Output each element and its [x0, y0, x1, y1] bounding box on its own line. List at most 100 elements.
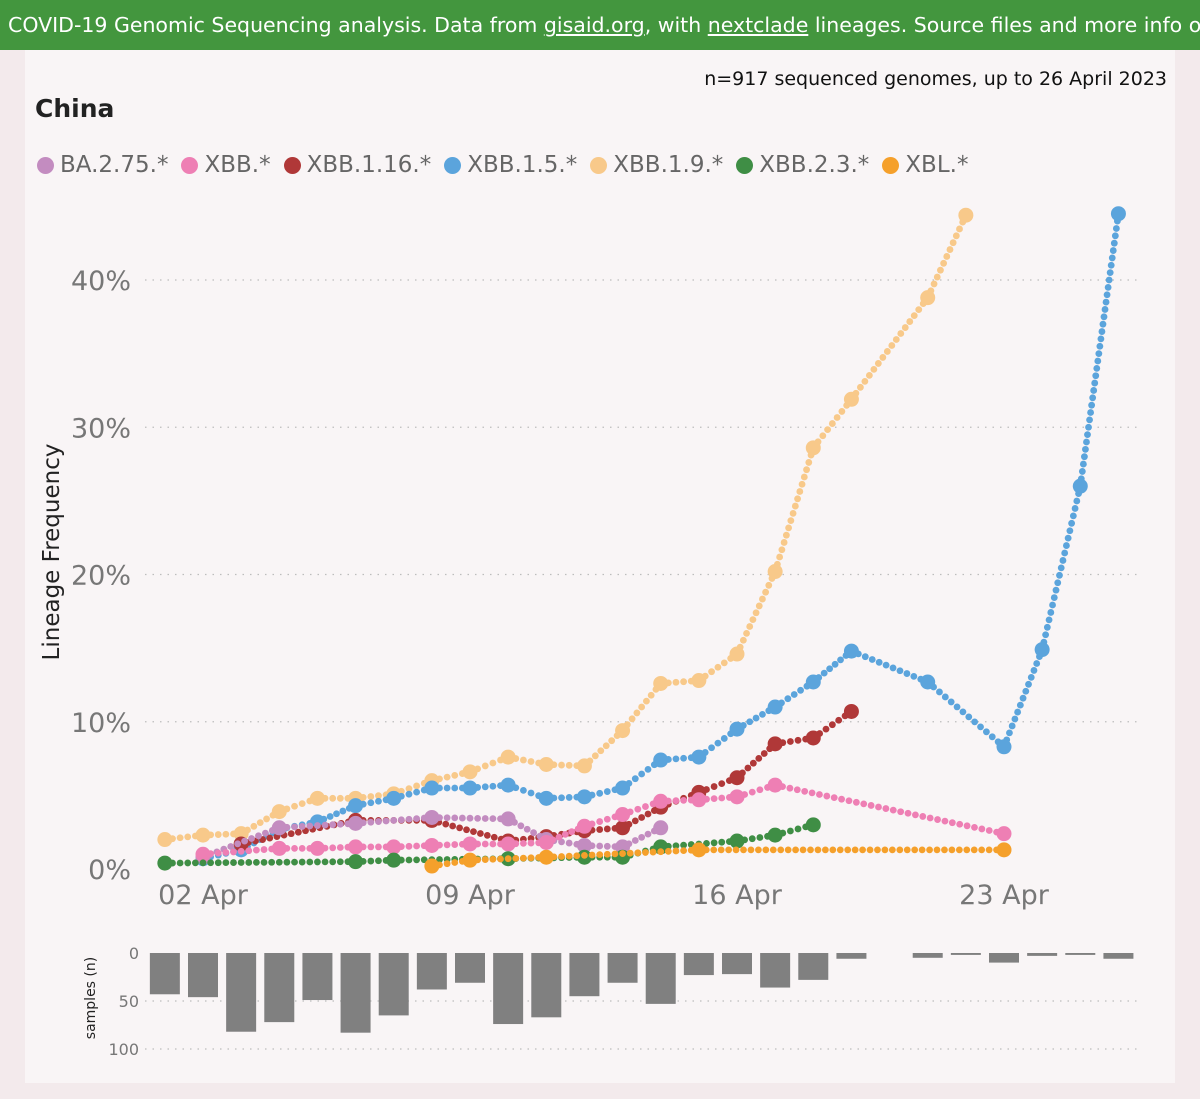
data-point — [653, 839, 669, 855]
data-point — [615, 839, 631, 855]
legend-label: XBB.1.5.* — [467, 152, 578, 178]
gisaid-link[interactable]: gisaid.org — [543, 13, 645, 37]
legend-item[interactable]: XBL.* — [882, 152, 968, 178]
series-dot — [1071, 505, 1079, 512]
series-dot — [718, 780, 726, 787]
legend-item[interactable]: XBB.* — [181, 152, 271, 178]
series-dot — [1045, 616, 1053, 624]
legend-item[interactable]: XBB.2.3.* — [736, 152, 869, 178]
data-point — [348, 854, 364, 870]
series-dot — [794, 825, 802, 833]
series-dot — [413, 782, 420, 790]
series-dot — [680, 847, 687, 854]
series-dot — [375, 792, 382, 800]
series-dot — [483, 832, 491, 839]
series-dot — [746, 623, 754, 630]
data-point — [805, 674, 821, 690]
data-point — [920, 290, 936, 306]
series-dot — [794, 495, 801, 503]
series-dot — [588, 851, 596, 859]
legend-item[interactable]: BA.2.75.* — [37, 152, 168, 178]
series-dot — [1061, 549, 1069, 557]
series-dot — [287, 830, 295, 838]
series-dot — [375, 843, 382, 851]
series-dot — [1099, 320, 1107, 328]
data-point — [424, 858, 440, 874]
series-dot — [784, 846, 792, 854]
series-dot — [926, 846, 933, 854]
series-dot — [1079, 460, 1087, 468]
sample-bar — [1065, 953, 1096, 955]
series-dot — [644, 810, 652, 818]
series-dot — [1025, 680, 1032, 688]
series-dot — [481, 762, 489, 770]
series-dot — [603, 788, 611, 795]
data-point — [271, 804, 287, 820]
series-dot — [443, 860, 451, 868]
series-dot — [405, 842, 413, 850]
series-dot — [803, 466, 810, 474]
series-dot — [714, 663, 722, 671]
series-dot — [1078, 468, 1086, 475]
series-dot — [1047, 609, 1055, 616]
series-dot — [835, 716, 843, 724]
series-dot — [720, 659, 728, 667]
x-tick-label: 09 Apr — [425, 880, 516, 911]
series-dot — [746, 718, 754, 726]
series-dot — [971, 823, 978, 831]
legend-label: BA.2.75.* — [60, 152, 169, 178]
series-dot — [336, 820, 344, 828]
series-dot — [1085, 423, 1092, 431]
chart-canvas: 0% 10% 20% 30% 40% 02 Apr 09 Apr 16 Apr 23 Apr Li… — [39, 206, 1137, 1059]
data-point — [691, 749, 707, 765]
series-dot — [405, 790, 413, 798]
data-point — [805, 440, 821, 456]
series-dot — [672, 842, 680, 850]
series-dot — [1106, 269, 1114, 277]
series-xbb-1-16 — [233, 703, 859, 852]
series-dot — [1050, 594, 1058, 601]
series-xbl — [424, 842, 1012, 874]
legend-item[interactable]: XBB.1.9.* — [590, 152, 723, 178]
series-dot — [1100, 313, 1108, 321]
series-dot — [762, 588, 770, 596]
data-point — [386, 839, 402, 855]
series-dot — [565, 852, 573, 860]
series-dot — [756, 834, 764, 841]
series-dot — [234, 840, 242, 848]
data-point — [767, 827, 783, 843]
series-dot — [367, 818, 375, 826]
series-dot — [1049, 601, 1056, 609]
series-dot — [919, 813, 927, 820]
data-point — [538, 834, 554, 850]
series-dot — [1006, 729, 1013, 737]
series-dot — [1111, 232, 1119, 240]
legend-marker-icon — [590, 156, 608, 174]
series-dot — [329, 821, 337, 829]
data-point — [1034, 642, 1050, 658]
data-point — [958, 207, 974, 223]
legend-label: XBL.* — [905, 152, 969, 178]
series-dot — [1094, 357, 1102, 365]
nextclade-link[interactable]: nextclade — [707, 13, 809, 37]
series-dot — [489, 782, 497, 790]
data-point — [348, 839, 364, 855]
series-xbb-1-5 — [195, 206, 1126, 867]
series-dot — [603, 850, 611, 858]
series-dot — [268, 858, 276, 866]
series-dot — [888, 342, 896, 349]
legend-marker-icon — [444, 156, 462, 174]
data-point — [996, 826, 1012, 842]
series-dot — [291, 858, 298, 866]
legend-item[interactable]: XBB.1.16.* — [283, 152, 431, 178]
series-dot — [561, 830, 569, 838]
series-dot — [786, 784, 794, 792]
series-dot — [451, 859, 459, 866]
series-dot — [329, 794, 337, 802]
data-point — [500, 836, 516, 852]
data-point — [653, 820, 669, 836]
series-dot — [451, 814, 459, 822]
series-xbb — [195, 777, 1012, 862]
legend-item[interactable]: XBB.1.5.* — [444, 152, 577, 178]
banner-text-prefix: COVID-19 Genomic Sequencing analysis. Da… — [8, 13, 544, 37]
